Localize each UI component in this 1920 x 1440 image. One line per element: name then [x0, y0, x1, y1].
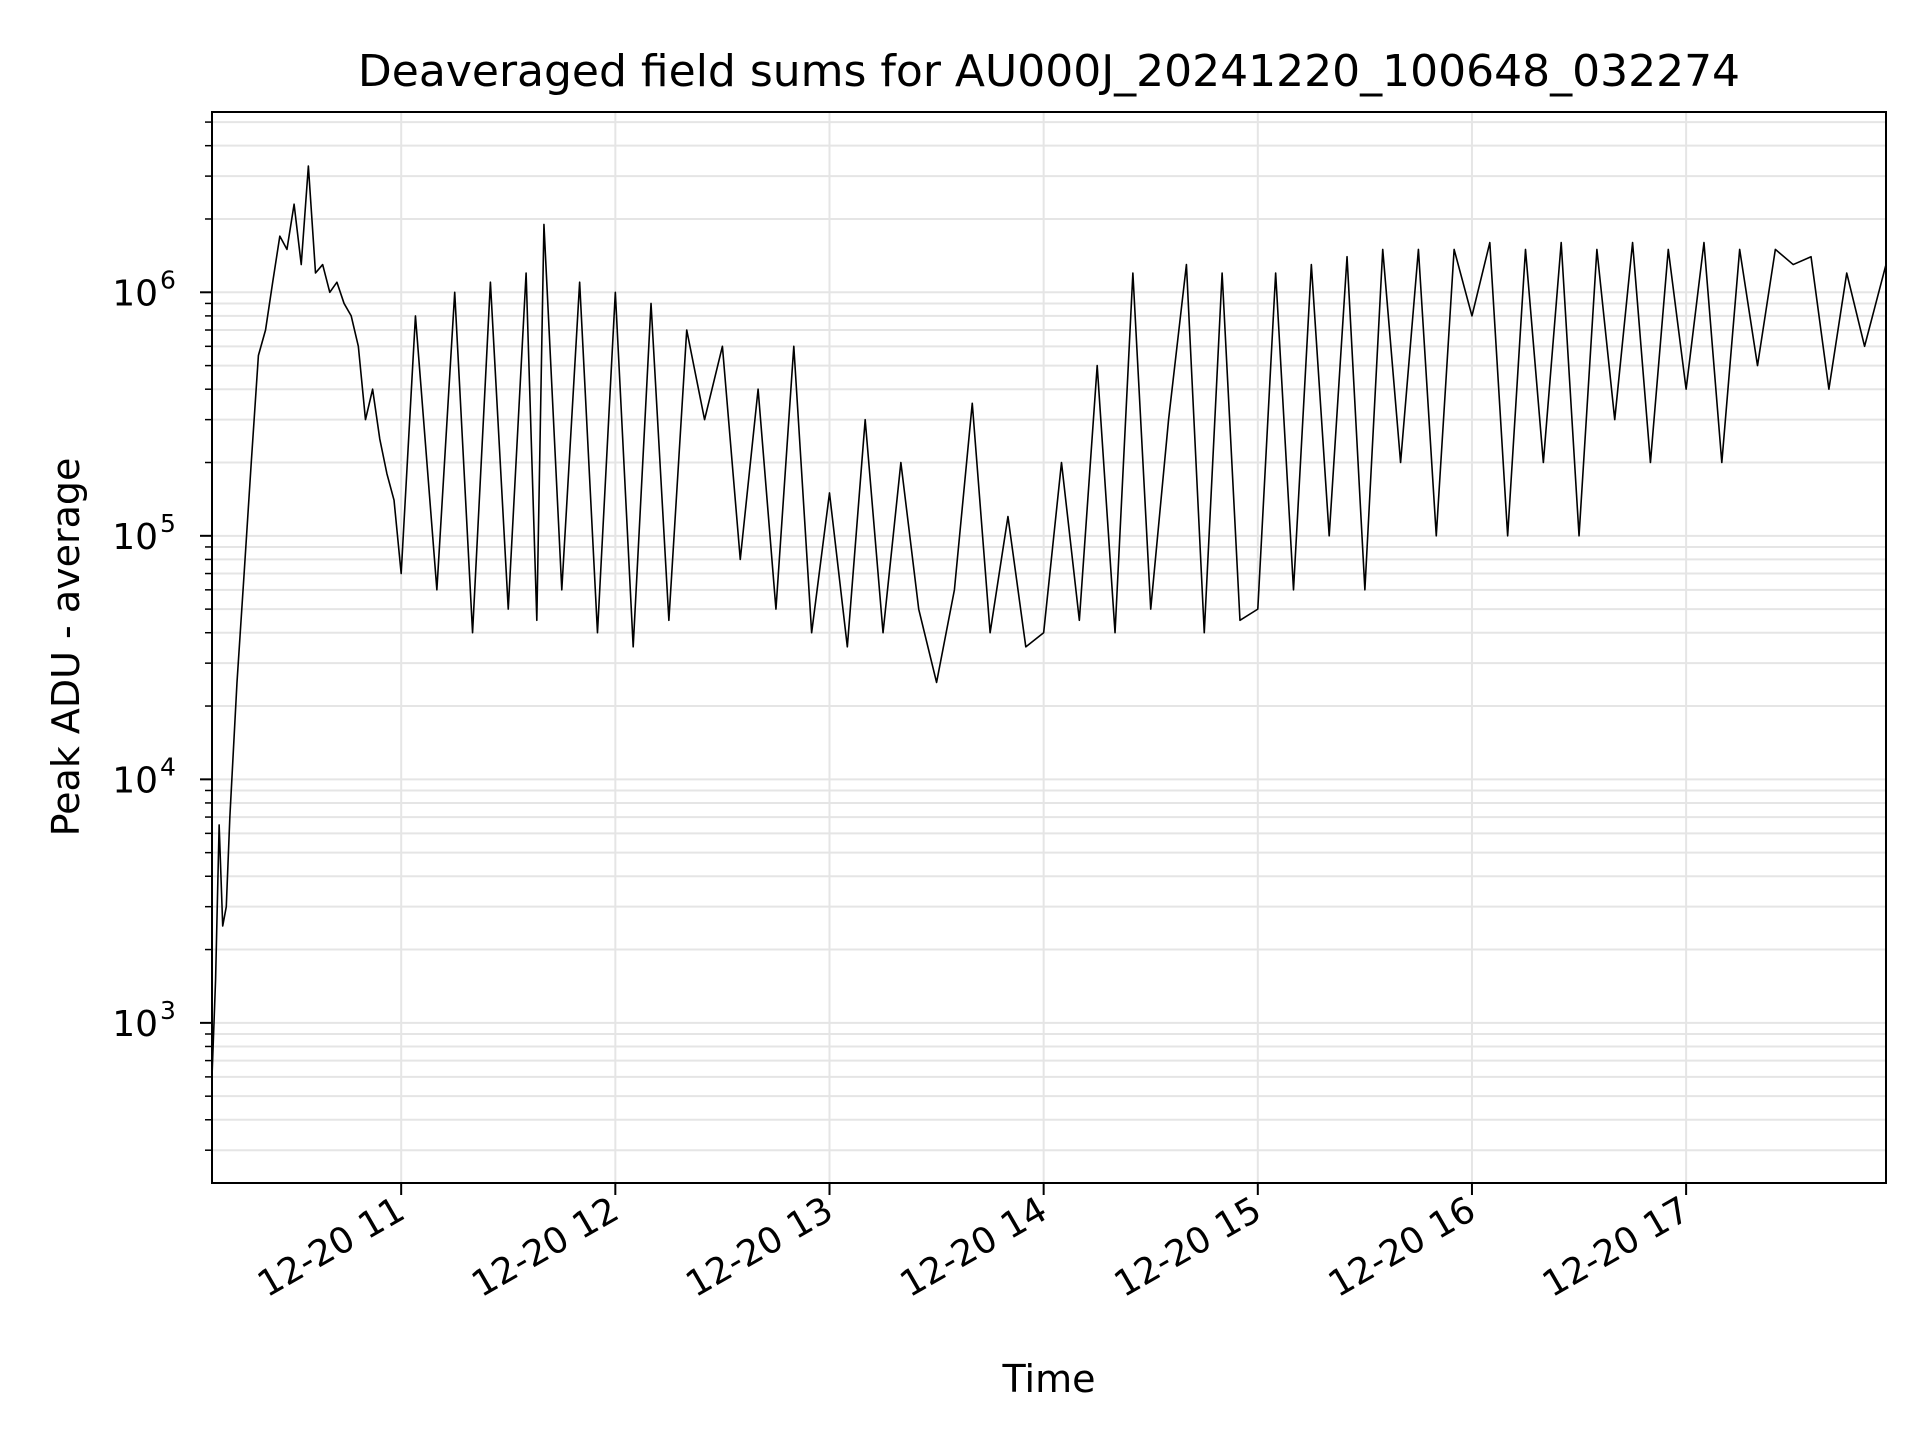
y-axis-label: Peak ADU - average [44, 458, 88, 837]
chart-title: Deaveraged field sums for AU000J_2024122… [358, 46, 1740, 97]
series-layer [211, 165, 1887, 1077]
plot-frame [211, 111, 1887, 1184]
y-tick-exponent: 4 [160, 752, 176, 781]
y-tick-exponent: 5 [160, 509, 176, 538]
y-tick-exponent: 3 [160, 996, 176, 1025]
series-line [211, 165, 1887, 1077]
y-tick-label: 10 [112, 517, 158, 558]
y-tick-label: 10 [112, 760, 158, 801]
y-tick-label: 10 [112, 1004, 158, 1045]
y-tick-exponent: 6 [160, 265, 176, 294]
y-tick-label: 10 [112, 273, 158, 314]
minor-grid [212, 121, 1886, 1152]
x-axis-label: Time [1002, 1357, 1096, 1401]
